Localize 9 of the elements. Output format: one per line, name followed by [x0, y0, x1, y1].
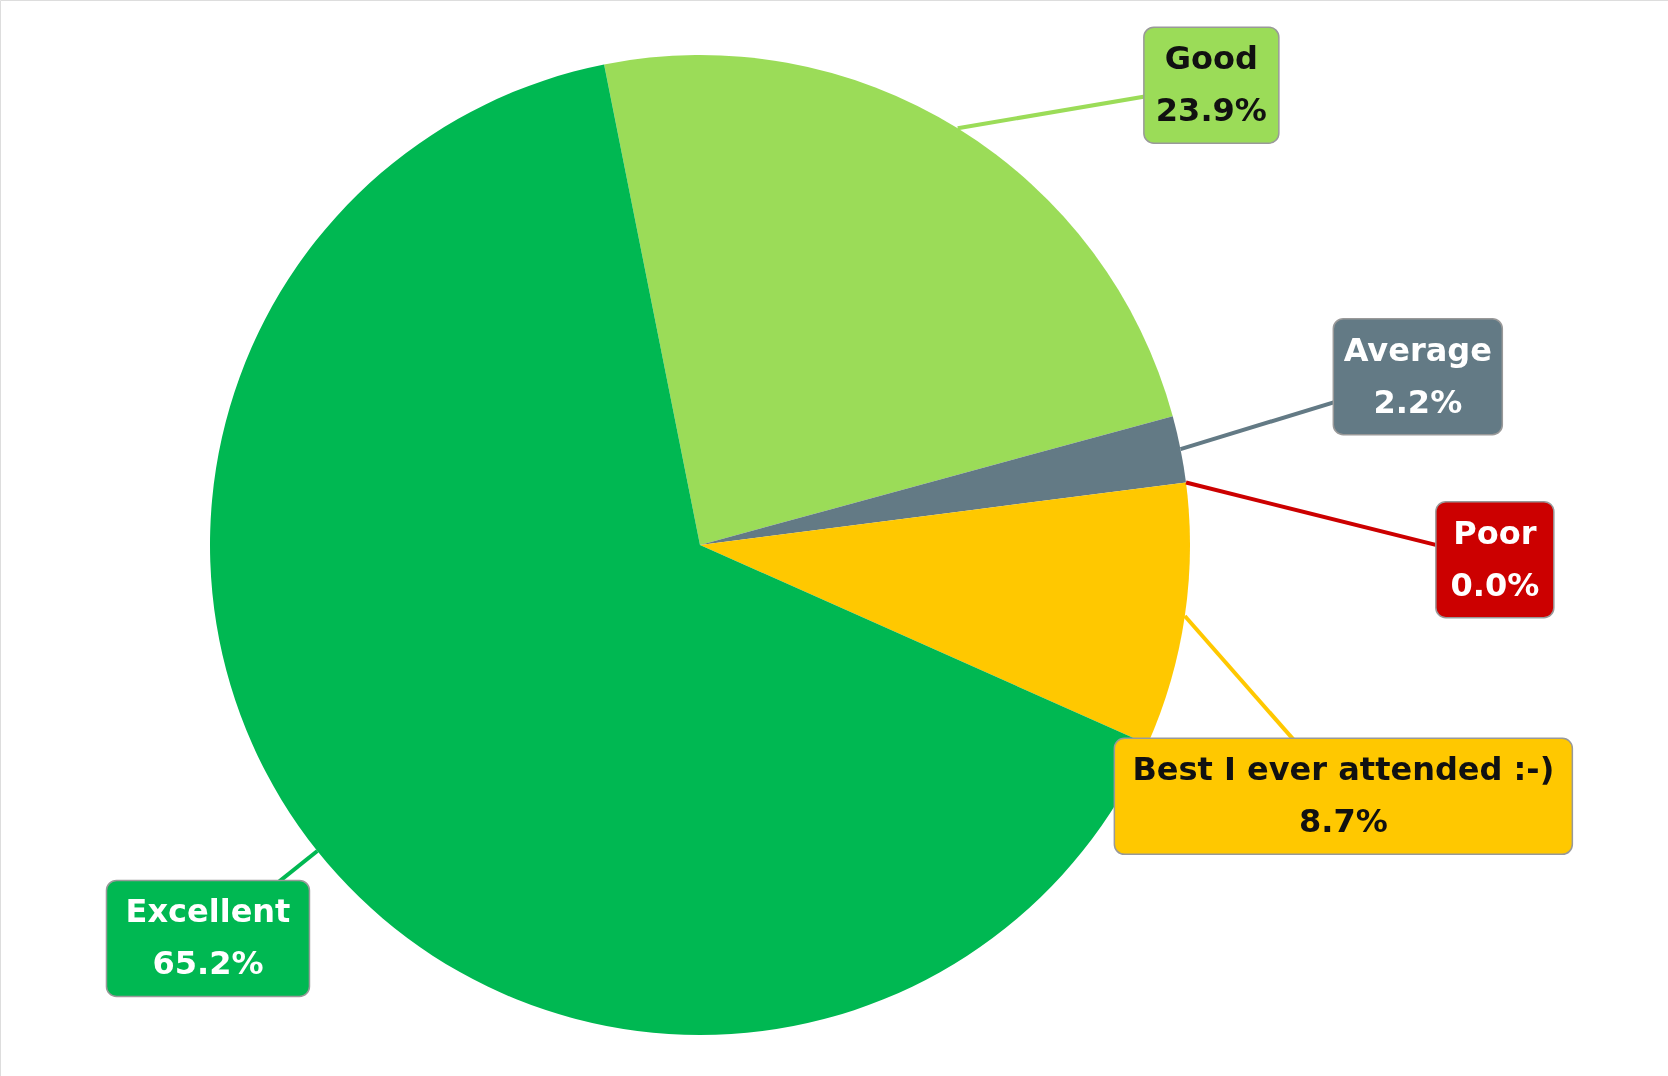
text: 0.0% [1450, 565, 1540, 604]
data-label: 8.7% [1298, 802, 1388, 841]
data-label: 23.9% [1155, 91, 1267, 130]
data-label: 2.2% [1373, 382, 1463, 421]
category-label: Poor [1453, 513, 1537, 552]
slice-label: Best I ever attended :-) [1132, 750, 1555, 789]
slice-label: Average [1343, 330, 1492, 369]
data-label: 65.2% [152, 944, 264, 983]
slice-label: Good [1164, 39, 1258, 78]
